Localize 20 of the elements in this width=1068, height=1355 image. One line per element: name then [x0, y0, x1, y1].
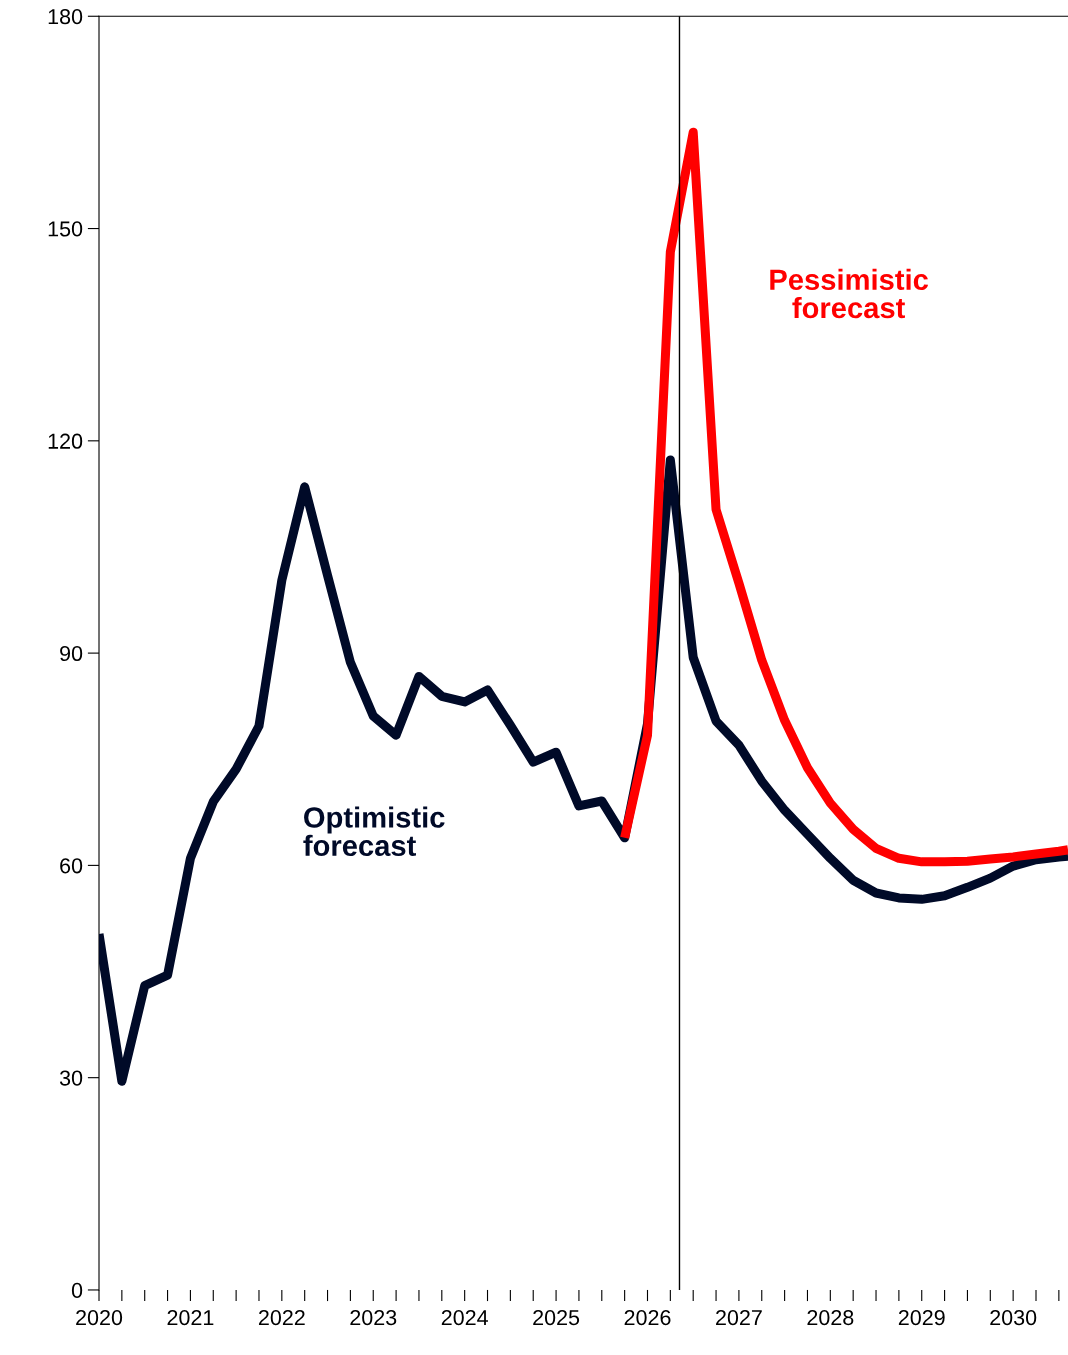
x-tick-label: 2029 — [898, 1309, 945, 1326]
x-tick-label: 2020 — [76, 1309, 123, 1326]
x-tick-label: 2021 — [167, 1309, 214, 1326]
x-tick-label: 2022 — [258, 1309, 305, 1326]
x-tick-label: 2028 — [807, 1309, 854, 1326]
x-tick-label: 2027 — [716, 1309, 762, 1326]
x-tick-label: 2030 — [990, 1309, 1037, 1326]
text: Pessimistic forecast — [770, 268, 929, 319]
text: Optimistic forecast — [303, 806, 445, 857]
y-tick-label: 60 — [60, 858, 83, 874]
y-tick-label: 150 — [48, 221, 83, 237]
x-tick-label: 2023 — [350, 1309, 397, 1326]
y-tick-label: 90 — [60, 645, 83, 662]
y-tick-label: 120 — [48, 433, 83, 449]
x-tick-label: 2026 — [624, 1309, 671, 1326]
y-tick-label: 30 — [59, 1070, 83, 1086]
x-tick-label: 2024 — [441, 1309, 488, 1326]
x-tick-label: 2025 — [533, 1309, 580, 1326]
y-tick-label: 0 — [71, 1282, 83, 1298]
y-tick-label: 180 — [48, 9, 83, 25]
